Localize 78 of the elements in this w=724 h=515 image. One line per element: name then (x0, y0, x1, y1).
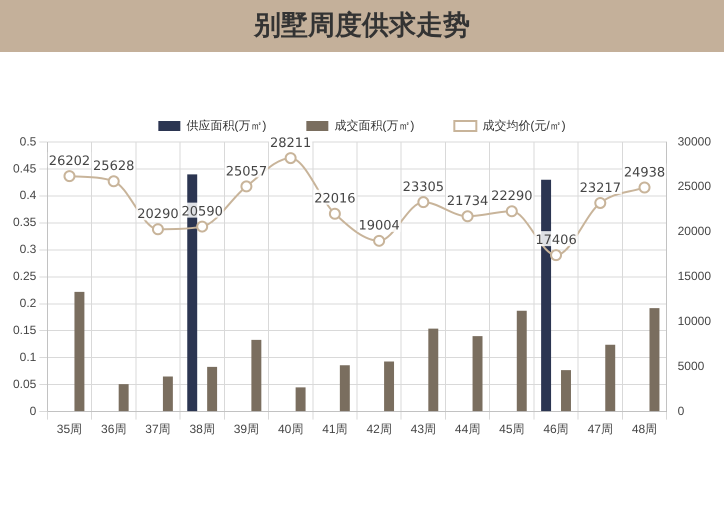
y-tick-label: 0.2 (20, 296, 37, 310)
y-tick-label: 0.25 (12, 269, 37, 284)
x-tick-label: 40周 (278, 422, 304, 436)
x-tick-label: 48周 (632, 422, 658, 436)
x-tick-label: 42周 (366, 422, 392, 436)
x-tick-label: 45周 (499, 422, 524, 436)
y-tick-label: 0.3 (20, 242, 37, 256)
y-tick-label: 0.4 (20, 188, 37, 202)
point (594, 196, 606, 209)
x-tick-label: 35周 (56, 422, 82, 436)
data-label: 24938 (624, 165, 666, 180)
y2-tick-label: 5000 (678, 358, 705, 373)
bar (384, 361, 394, 412)
y2-tick-label: 30000 (678, 134, 712, 148)
bar (74, 292, 84, 412)
data-label: 19004 (358, 218, 400, 234)
x-tick-label: 37周 (145, 422, 171, 436)
y2-tick-label: 15000 (678, 269, 712, 284)
point (108, 175, 120, 188)
point (373, 234, 386, 247)
data-label: 26202 (48, 154, 90, 170)
data-label: 23305 (402, 180, 444, 196)
bar (428, 328, 438, 412)
chart-title: 别墅周度供求走势 (0, 0, 724, 52)
data-label: 28211 (270, 136, 312, 151)
y-tick-label: 0.05 (12, 376, 37, 391)
data-label: 23217 (580, 180, 621, 196)
point (240, 180, 252, 192)
y2-tick-label: 20000 (678, 224, 712, 238)
data-label: 22290 (491, 189, 532, 204)
legend-label: 成交面积(万㎡) (334, 118, 414, 132)
legend-label: 成交均价(元/㎡) (482, 118, 566, 132)
data-label: 20290 (137, 207, 179, 222)
x-tick-label: 38周 (189, 422, 215, 436)
bar (162, 376, 173, 412)
y-tick-label: 0.1 (20, 350, 37, 364)
y2-tick-label: 0 (678, 404, 685, 418)
data-label: 25057 (226, 164, 268, 180)
point (417, 196, 430, 208)
x-tick-label: 43周 (410, 422, 436, 436)
y-tick-label: 0.45 (12, 161, 37, 176)
point (284, 152, 297, 164)
bar (340, 365, 350, 412)
y-tick-label: 0.15 (12, 323, 37, 338)
point (196, 220, 208, 233)
point (63, 170, 76, 182)
data-label: 17406 (535, 233, 577, 248)
y2-tick-label: 10000 (678, 314, 712, 328)
bar (296, 387, 306, 412)
y2-tick-label: 25000 (678, 179, 712, 194)
point (506, 205, 518, 218)
x-tick-label: 36周 (101, 422, 126, 436)
point (152, 223, 164, 236)
data-label: 25628 (93, 159, 134, 174)
x-tick-label: 39周 (234, 422, 260, 436)
bar (472, 336, 483, 412)
data-label: 21734 (446, 194, 488, 210)
bar (605, 344, 616, 412)
y-tick-label: 0.35 (12, 215, 37, 230)
x-tick-label: 47周 (588, 422, 613, 436)
point (638, 181, 651, 194)
bar (516, 310, 527, 412)
bar (561, 370, 571, 412)
y-tick-label: 0 (30, 404, 37, 418)
bar (207, 366, 218, 412)
legend-label: 供应面积(万㎡) (186, 118, 266, 132)
point (328, 208, 341, 220)
x-tick-label: 41周 (322, 422, 348, 436)
bar (251, 340, 262, 412)
y-tick-label: 0.5 (20, 134, 37, 148)
data-label: 22016 (314, 192, 356, 207)
x-tick-label: 46周 (543, 422, 569, 436)
data-label: 20590 (181, 204, 223, 220)
bar (649, 308, 660, 412)
point (550, 249, 562, 262)
point (462, 210, 474, 222)
x-tick-label: 44周 (454, 422, 480, 436)
bar (118, 384, 129, 412)
